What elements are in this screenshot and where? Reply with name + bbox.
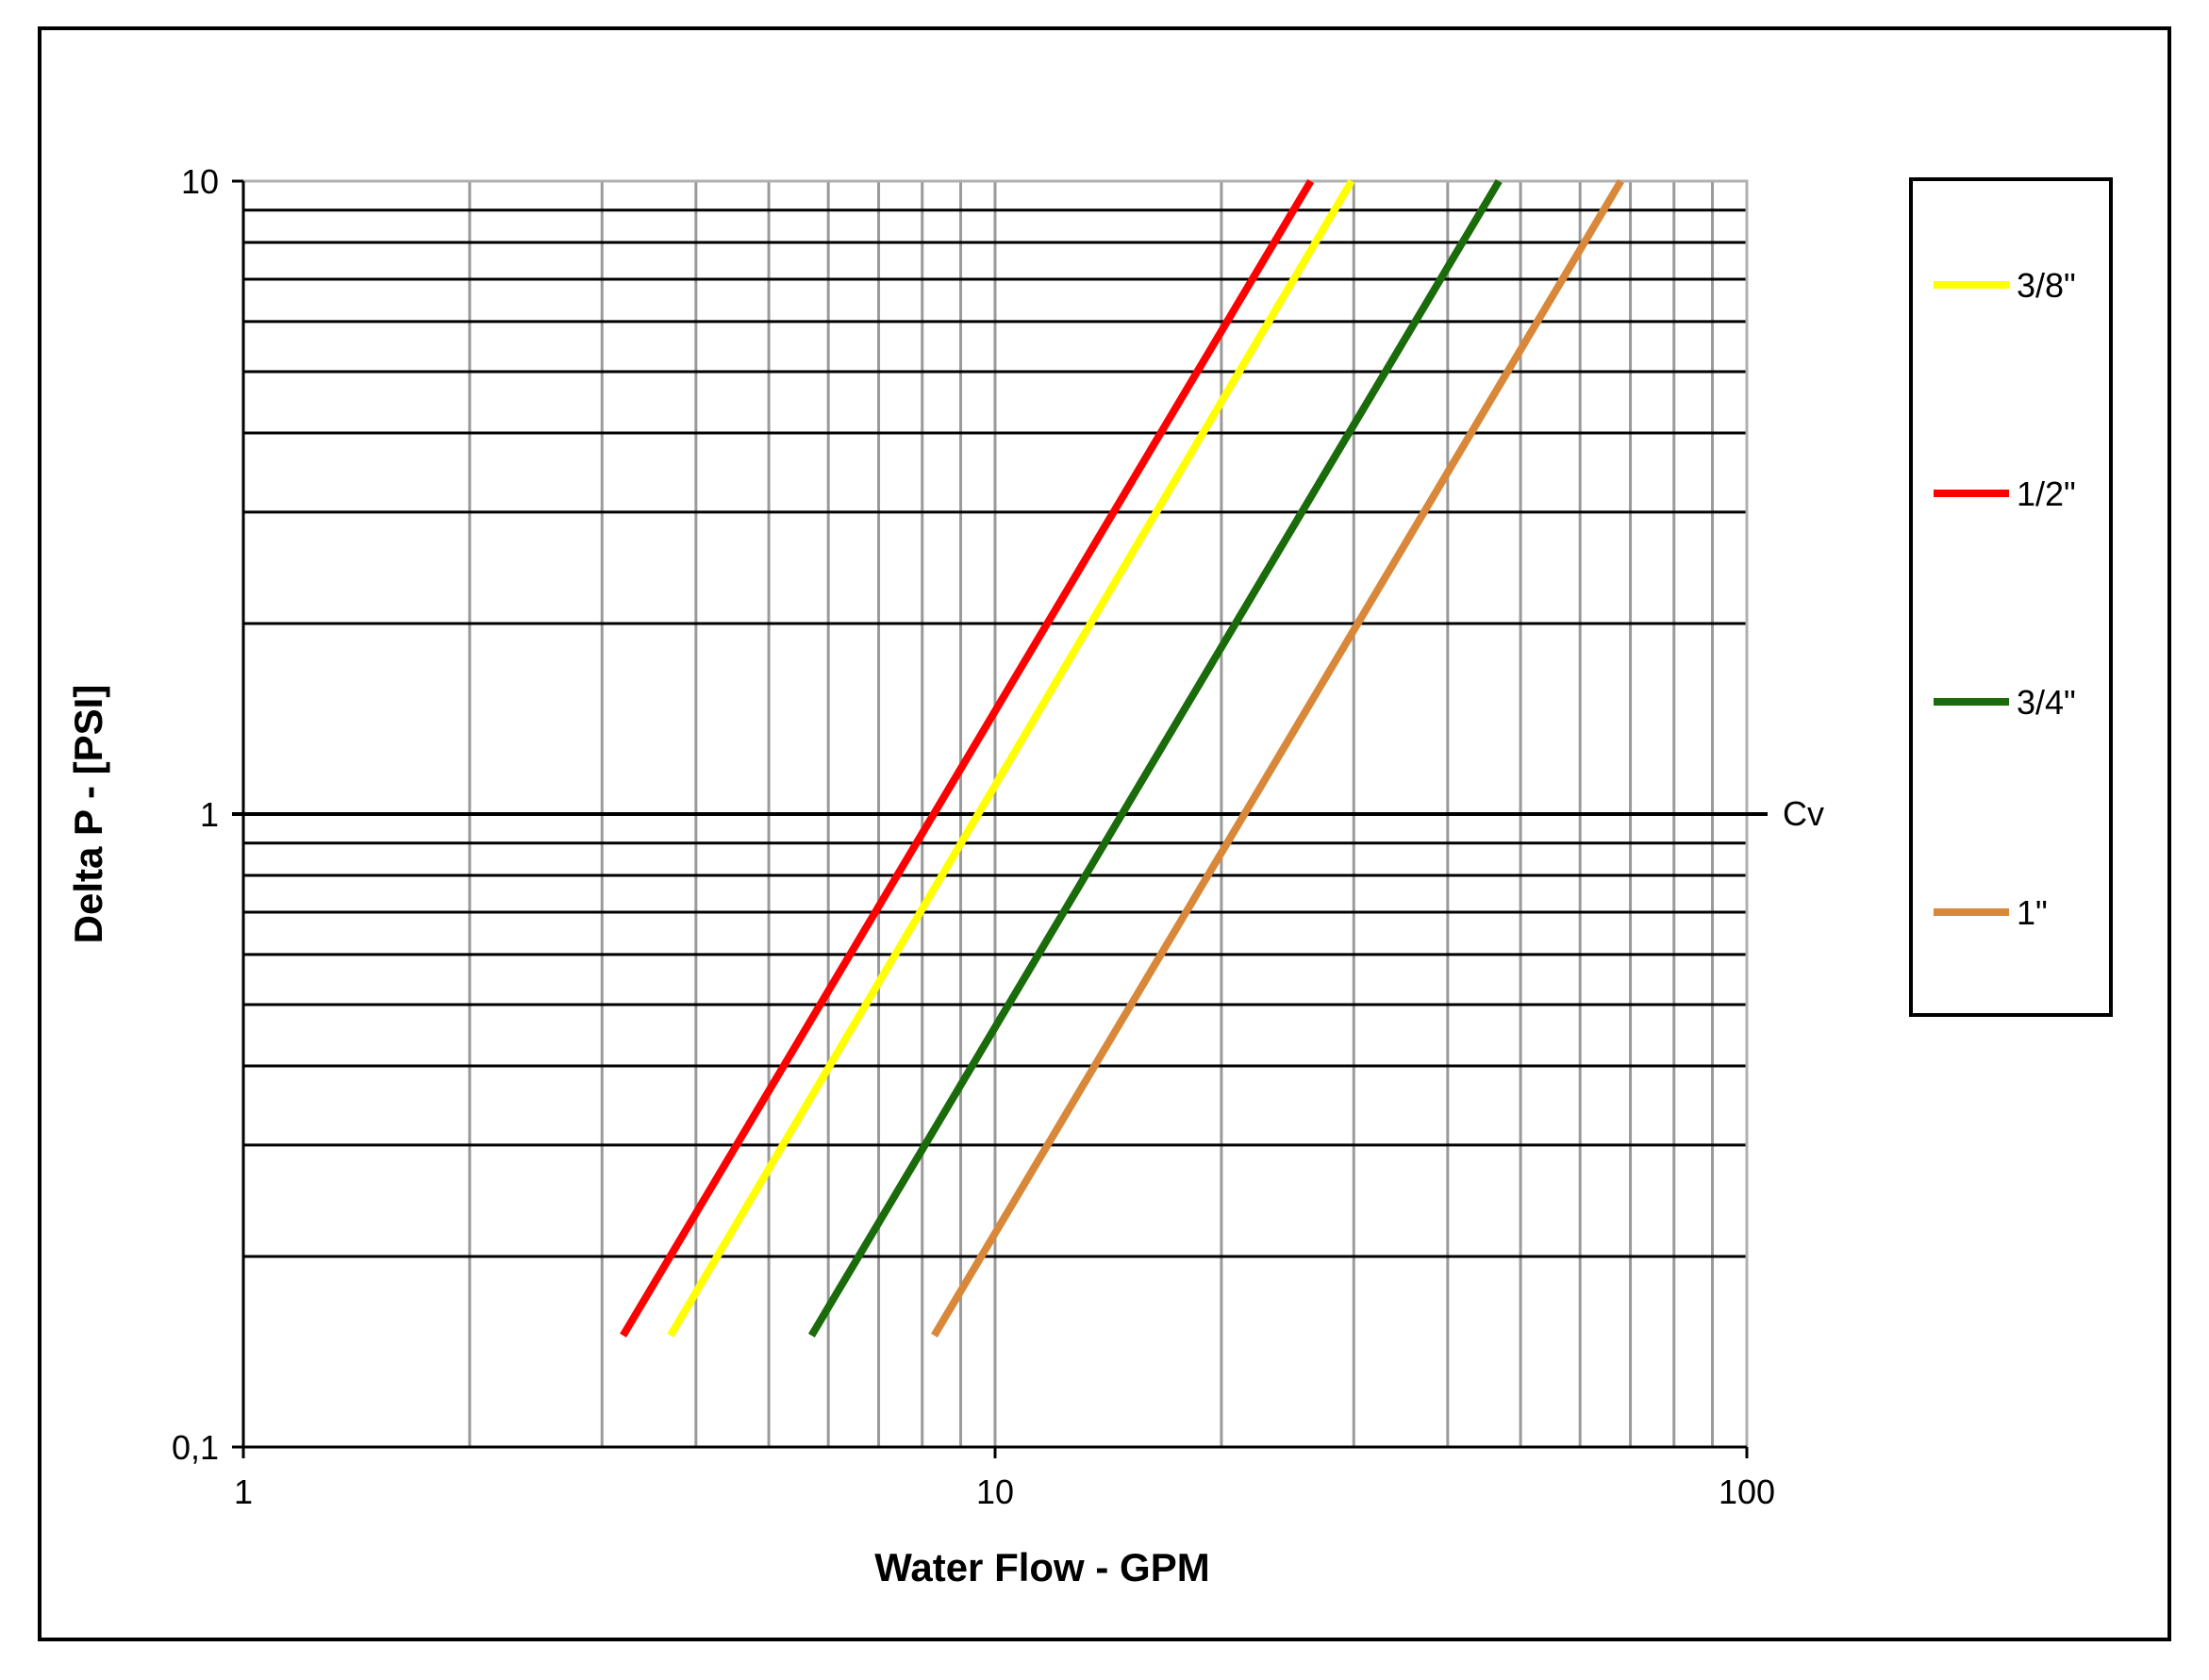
y-minor-gridlines — [243, 208, 1747, 1258]
series-lines — [620, 178, 1624, 1338]
legend-label: 1/2" — [2017, 474, 2076, 513]
series-line — [931, 178, 1624, 1338]
legend-label: 1" — [2017, 893, 2048, 932]
legend-label: 3/8" — [2017, 266, 2076, 305]
y-tick-label: 1 — [200, 795, 219, 834]
chart-frame — [38, 26, 2171, 1641]
series-line — [807, 178, 1503, 1338]
axes — [232, 179, 1768, 1458]
series-line — [620, 178, 1315, 1338]
cv-reference-label: Cv — [1783, 794, 1824, 833]
x-tick-label: 100 — [1719, 1472, 1775, 1511]
legend: 3/8" 1/2" 3/4" 1" — [1909, 177, 2113, 1017]
y-axis-title: Delta P - [PSI] — [66, 685, 110, 944]
x-axis-title: Water Flow - GPM — [874, 1545, 1209, 1589]
x-tick-label: 10 — [976, 1472, 1014, 1511]
y-tick-label: 10 — [181, 162, 219, 201]
series-line — [667, 178, 1355, 1338]
legend-box — [1909, 177, 2113, 1017]
legend-label: 3/4" — [2017, 683, 2076, 722]
y-tick-label: 0,1 — [172, 1428, 219, 1467]
tick-labels: 1 10 100 0,1 1 10 — [172, 162, 1775, 1511]
x-tick-label: 1 — [234, 1472, 253, 1511]
